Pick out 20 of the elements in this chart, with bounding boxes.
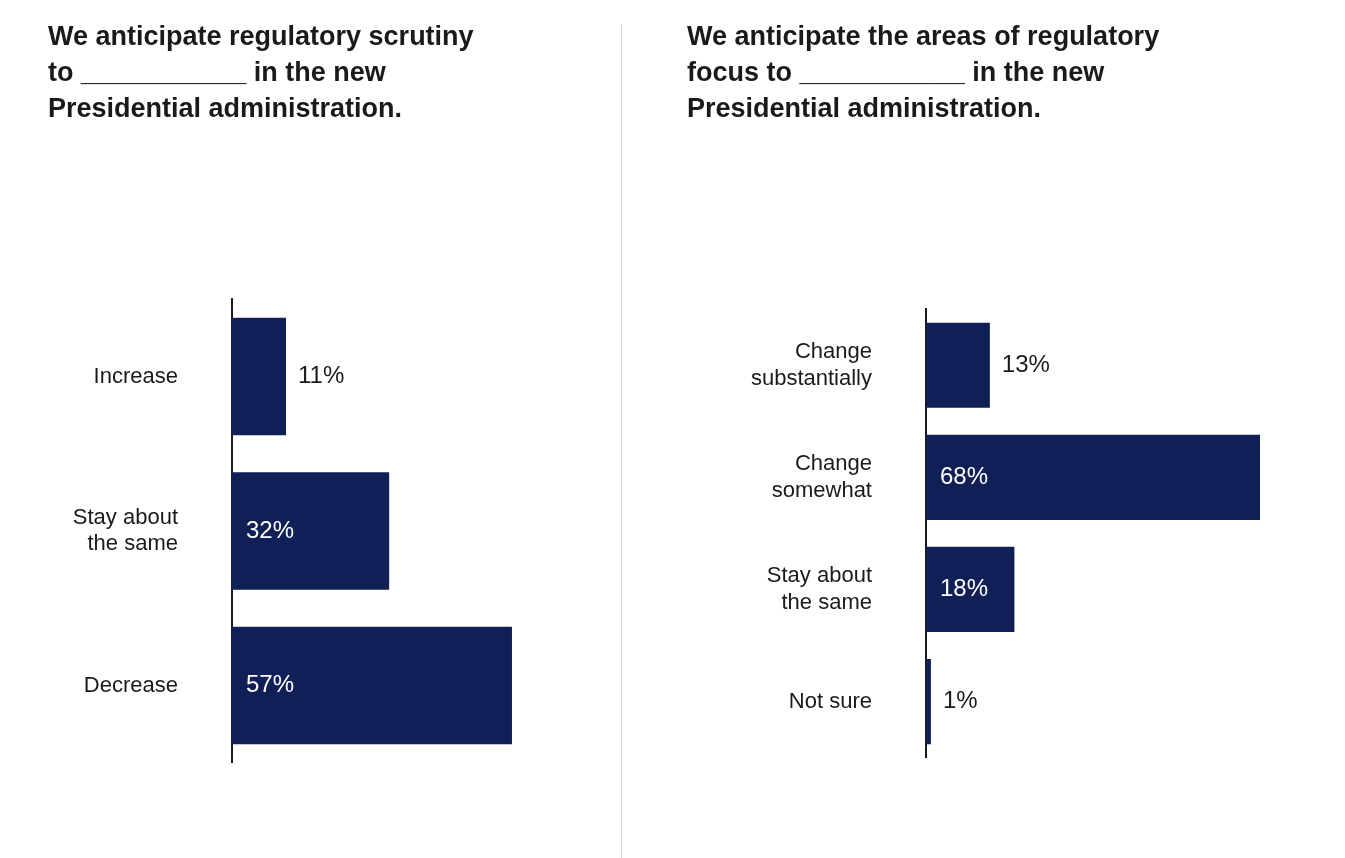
y-tick-label: Decrease [83,671,178,697]
y-tick-label: Stay about the same [72,503,178,556]
y-tick-label: Increase [93,362,178,388]
data-label: 18% [940,574,989,602]
bar [926,546,1015,633]
data-label: 57% [246,670,295,698]
chart-title: We anticipate the areas of regulatory focus to ___________ in the new Presidential administration. [687,20,1161,125]
y-tick-label: Stay about the same [766,562,872,614]
data-label: 68% [940,461,989,489]
chart-title: We anticipate regulatory scrutiny to ___________ in the new Presidential administration. [48,20,475,125]
bar [926,434,1260,520]
y-tick-label: Change somewhat [771,450,872,502]
data-label: 32% [246,515,295,543]
bar [926,658,931,745]
bar [926,322,990,408]
y-tick-label: Change substantially [750,338,872,390]
data-label: 13% [1001,349,1050,377]
data-label: 11% [298,361,345,389]
y-tick-label: Not sure [788,687,872,713]
data-label: 1% [942,686,978,714]
